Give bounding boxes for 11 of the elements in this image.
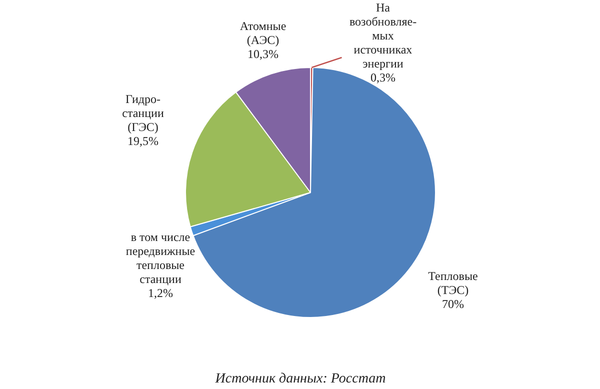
data-label: 19,5% [128, 134, 158, 148]
data-label: 1,2% [148, 286, 173, 300]
slice-label: Тепловые (ТЭС) [428, 269, 478, 297]
slice-label: Гидро- станции (ГЭС) [122, 92, 164, 134]
data-label: 70% [442, 297, 464, 311]
data-label: 10,3% [248, 47, 278, 61]
slice-label: в том числе передвижные тепловые станции [126, 230, 196, 286]
slice-label: Атомные (АЭС) [240, 19, 286, 47]
data-label: 0,3% [370, 70, 396, 84]
slice-label: На возобновляе- мых источниках энергии [349, 0, 417, 70]
text: Источник данных: Росстат [214, 371, 386, 386]
